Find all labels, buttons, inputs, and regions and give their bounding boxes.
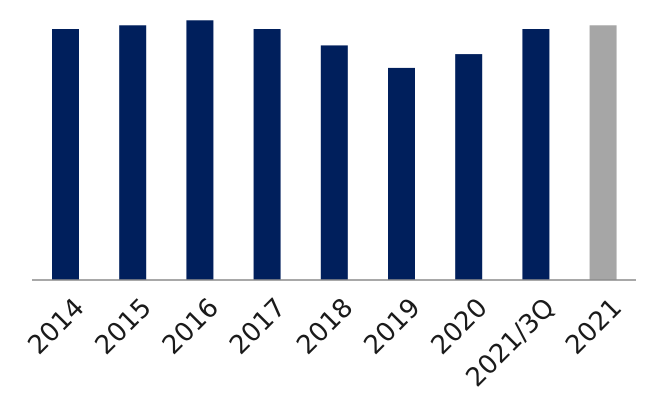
- bar-2019: [388, 67, 415, 281]
- x-tick-label-2015: 2015: [90, 293, 158, 361]
- bar-2016: [186, 20, 214, 281]
- x-tick-label-2017: 2017: [224, 293, 292, 361]
- bars-layer: [52, 20, 617, 281]
- bar-2021-3q: [522, 29, 550, 280]
- bar-2021: [589, 25, 617, 280]
- x-tick-label-2021: 2021: [560, 293, 628, 361]
- x-tick-label-2019: 2019: [358, 293, 426, 361]
- bar-2020: [455, 54, 483, 280]
- x-tick-label-2014: 2014: [22, 293, 90, 361]
- x-tick-label-2016: 2016: [157, 293, 225, 361]
- bar-2017: [253, 29, 281, 280]
- bar-2015: [119, 25, 147, 280]
- bar-2014: [52, 29, 79, 280]
- x-tick-label-2018: 2018: [291, 293, 359, 361]
- bar-2018: [320, 45, 348, 281]
